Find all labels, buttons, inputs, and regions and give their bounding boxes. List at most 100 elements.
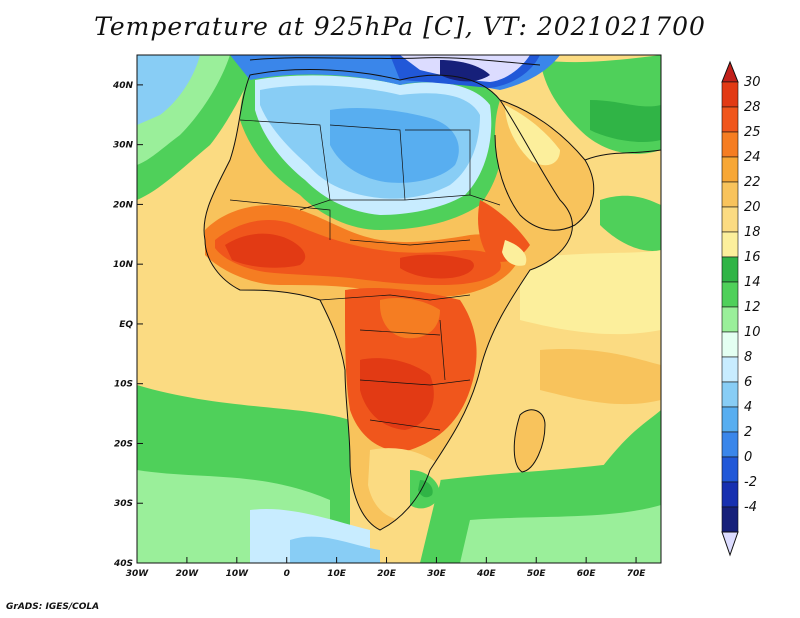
arabian-sea-mild [520,250,661,335]
colorbar-box [721,331,739,358]
x-tick-label: 30W [126,569,150,579]
y-tick-label: 40S [113,559,133,569]
colorbar-box [721,106,739,133]
colorbar-boxes [721,81,739,533]
colorbar-box [721,156,739,183]
temperature-field [137,55,661,563]
colorbar-label: 22 [744,175,761,190]
colorbar-box [721,81,739,108]
border-namibia-botswana [369,419,441,431]
border-egypt [405,129,471,195]
colorbar-label: 30 [744,75,761,90]
x-tick-label: 60E [577,569,597,579]
colorbar-label: 10 [744,325,761,340]
colorbar-label: 2 [744,425,752,440]
madagascar [513,409,546,473]
west-africa-hot-core [225,233,306,268]
india-coast-cool [600,195,661,251]
congo-warm-patch [380,298,440,339]
x-tick-label: 20E [377,569,397,579]
colorbar-label: 24 [744,150,761,165]
grads-credit: GrADS: IGES/COLA [6,602,100,612]
europe-coastline [249,57,541,66]
colorbar-box [721,406,739,433]
y-tick-label: 20N [113,200,134,210]
y-tick-label: 40N [112,81,134,91]
zambia-hot-core [360,358,434,430]
colorbar-label: 8 [744,350,752,365]
colorbar-box [721,306,739,333]
colorbar-label: -4 [744,500,757,515]
colorbar-label: 28 [744,100,761,115]
border-lake-tanganyika [439,319,446,381]
colorbar-box [721,281,739,308]
indian-ocean-cool-patch [600,410,661,470]
south-indian-cold-band [460,505,661,563]
arabia-coastline [494,99,595,231]
y-tick-label: 30S [114,499,133,509]
south-atlantic-coldest-band [290,536,380,563]
colorbar-box [721,456,739,483]
border-maghreb [239,119,331,211]
colorbar-box [721,231,739,258]
country-borders [229,119,501,431]
x-tick-label: 30E [427,569,447,579]
colorbar-label: 20 [744,200,761,215]
colorbar-label: -2 [744,475,757,490]
x-tick-label: 40E [476,569,497,579]
x-tick-label: 70E [627,569,647,579]
libya-egypt-cold-core [330,107,459,183]
border-mali-niger [229,199,331,240]
y-tick-label: 10S [114,380,133,390]
y-tick-label: EQ [119,320,133,330]
colorbar-label: 25 [744,125,761,140]
colorbar-bottom-triangle [721,531,739,557]
lesotho-cool-core [418,480,433,498]
colorbar-label: 18 [744,225,761,240]
x-tick-label: 50E [527,569,547,579]
colorbar-box [721,206,739,233]
x-tick-label: 10E [327,569,347,579]
persia-coastline [584,149,661,161]
indian-ocean-warm [540,348,661,405]
asia-cool-core [590,100,661,142]
colorbar-label: 14 [744,275,761,290]
colorbar-box [721,381,739,408]
x-tick-label: 20W [176,569,200,579]
border-central [319,294,471,301]
border-chad-sudan [349,239,471,246]
colorbar-label: 6 [744,375,752,390]
colorbar-box [721,356,739,383]
colorbar-box [721,131,739,158]
colorbar-label: 4 [744,400,752,415]
border-sahel-north [330,194,501,206]
arabia-north-mild [505,105,560,166]
y-tick-label: 10N [113,260,134,270]
colorbar-box [721,431,739,458]
horn-mild-patch [502,240,527,266]
y-tick-label: 30N [113,141,134,151]
y-axis: 40N 30N 20N 10N EQ 10S 20S 30S 40S [112,81,143,569]
plot-frame [136,54,662,564]
x-tick-label: 10W [226,569,250,579]
colorbar-box [721,181,739,208]
colorbar-box [721,256,739,283]
map-title: Temperature at 925hPa [C], VT: 202102170… [94,12,706,41]
border-angola-zambia [359,379,471,386]
x-tick-label: 0 [284,569,290,579]
coastlines [203,57,661,531]
y-tick-label: 20S [114,439,133,449]
colorbar-top-triangle [721,60,739,83]
sudan-hot-core [400,254,474,279]
x-axis: 30W 20W 10W 0 10E 20E 30E 40E 50E 60E 70E [126,557,646,579]
colorbar-box [721,506,739,533]
colorbar-box [721,481,739,508]
north-atlantic-colder [137,55,200,125]
colorbar-label: 16 [744,250,761,265]
colorbar-label: 0 [744,450,752,465]
border-libya [329,124,406,201]
colorbar-label: 12 [744,300,761,315]
